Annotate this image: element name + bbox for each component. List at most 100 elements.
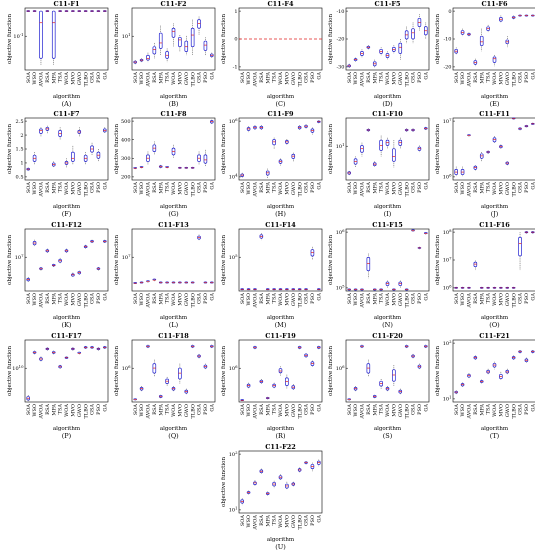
box-gsa [518, 14, 522, 17]
x-tick-label: SOA [454, 404, 460, 416]
box-mvo [499, 371, 503, 381]
box-gsa [90, 10, 94, 13]
x-tick-label: MVO [70, 182, 76, 195]
box-mpa [372, 288, 377, 291]
box-ga [424, 232, 428, 235]
box-rsa [473, 165, 478, 171]
box-iqr [492, 56, 497, 63]
y-tick-label: 1010 [12, 364, 24, 372]
box-gwo [184, 281, 189, 284]
x-axis-label: algorithm [374, 94, 402, 100]
x-tick-label: GA [316, 404, 322, 412]
y-axis-label: objective function [221, 124, 227, 174]
y-tick-label: 101 [229, 506, 238, 514]
x-tick-label: GWO [398, 404, 404, 417]
box-tsa [486, 24, 490, 33]
box-iqr [184, 40, 189, 52]
x-tick-label: TSA [165, 293, 171, 304]
box-rsa [366, 253, 371, 279]
x-tick-label: TSA [272, 72, 278, 83]
y-tick-label: 106 [229, 117, 238, 125]
box-mvo [178, 166, 182, 169]
y-tick-label: 107 [15, 253, 24, 261]
axes-frame [238, 228, 323, 292]
box-ga [424, 22, 428, 39]
x-tick-label: WSO [246, 293, 252, 306]
x-tick-label: RSA [45, 404, 51, 415]
box-tlbo [190, 19, 195, 56]
x-tick-label: WOA [385, 293, 391, 306]
x-tick-label: GSA [197, 182, 203, 193]
x-tick-label: TLBO [511, 404, 517, 419]
box-avoa [253, 480, 257, 486]
x-tick-label: RSA [45, 72, 51, 83]
x-tick-label: TLBO [297, 293, 303, 308]
box-wso [32, 10, 37, 13]
box-mpa [265, 396, 270, 400]
box-iqr [392, 369, 396, 382]
box-pso [203, 149, 208, 167]
box-gsa [518, 350, 522, 354]
box-gsa [304, 124, 308, 129]
box-avoa [467, 373, 471, 379]
x-tick-label: MVO [284, 182, 290, 195]
box-wso [139, 281, 144, 284]
box-mpa [265, 491, 270, 496]
x-tick-label: WSO [139, 293, 145, 306]
x-axis-label: algorithm [374, 315, 402, 321]
box-avoa [146, 52, 150, 63]
box-gsa [197, 151, 201, 165]
y-tick-label: 10-1 [13, 32, 23, 40]
y-tick-label: 106 [229, 364, 238, 372]
box-mvo [499, 144, 503, 149]
panel-title: C11-F11 [479, 110, 510, 118]
x-tick-label: PSO [203, 404, 209, 415]
box-tsa [165, 48, 169, 63]
x-tick-label: PSO [96, 72, 102, 83]
box-avoa [253, 288, 257, 291]
x-tick-label: AVOA [146, 293, 152, 309]
x-tick-label: TSA [165, 72, 171, 83]
x-axis-label: algorithm [374, 426, 402, 432]
x-tick-label: WSO [32, 182, 38, 195]
box-avoa [467, 134, 471, 137]
box-pso [203, 37, 208, 56]
x-tick-label: PSO [310, 515, 316, 526]
box-avoa [360, 142, 364, 157]
x-tick-label: PSO [203, 72, 209, 83]
y-tick-label: 101 [122, 32, 131, 40]
x-tick-label: GA [530, 293, 535, 301]
y-tick-label: 106 [443, 284, 452, 292]
box-wso [460, 166, 465, 177]
y-tick-label: 1.5 [16, 147, 24, 153]
box-tsa [486, 368, 490, 375]
panel-letter: (N) [382, 321, 393, 329]
axes-frame [24, 117, 109, 181]
box-mpa [158, 25, 163, 56]
x-tick-label: MPA [158, 72, 164, 84]
x-tick-label: GSA [518, 293, 524, 304]
box-soa [240, 399, 244, 402]
box-soa [454, 390, 458, 395]
box-rsa [366, 359, 371, 377]
x-tick-label: WSO [460, 404, 466, 417]
x-tick-label: AVOA [360, 404, 366, 420]
x-tick-label: TSA [486, 293, 492, 304]
x-tick-label: WSO [32, 72, 38, 85]
x-tick-label: GA [316, 293, 322, 301]
x-tick-label: GA [316, 515, 322, 523]
x-tick-label: TSA [272, 293, 278, 304]
box-gsa [197, 353, 201, 359]
x-tick-label: WOA [64, 72, 70, 85]
x-tick-label: GA [423, 72, 429, 80]
x-tick-label: PSO [310, 72, 316, 83]
box-mvo [178, 281, 182, 284]
x-tick-label: AVOA [253, 293, 259, 309]
panel-letter: (I) [384, 210, 392, 218]
x-tick-label: GSA [197, 293, 203, 304]
box-iqr [178, 367, 182, 380]
x-tick-label: TLBO [511, 72, 517, 87]
box-wso [353, 386, 358, 392]
box-woa [171, 144, 176, 159]
